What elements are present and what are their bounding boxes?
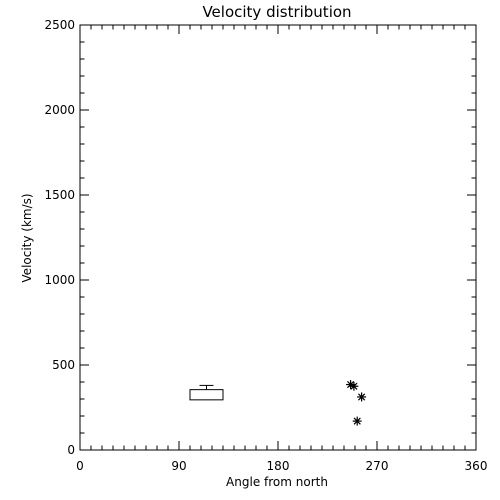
y-tick-label: 500 xyxy=(52,358,75,372)
y-axis-label: Velocity (km/s) xyxy=(20,193,34,282)
asterisk-point xyxy=(357,392,367,402)
y-tick-labels: 0 500 1000 1500 2000 2500 xyxy=(44,18,75,457)
asterisk-point xyxy=(352,416,362,426)
x-tick-label: 180 xyxy=(267,459,290,473)
axis-ticks xyxy=(79,24,477,451)
scatter-points xyxy=(346,380,367,426)
asterisk-stroke xyxy=(350,382,358,390)
asterisk-stroke xyxy=(357,393,366,401)
chart-title: Velocity distribution xyxy=(202,3,351,21)
x-axis-label: Angle from north xyxy=(226,475,328,489)
asterisk-point xyxy=(349,381,359,391)
x-tick-labels: 0 90 180 270 360 xyxy=(76,459,487,473)
x-tick-label: 360 xyxy=(465,459,488,473)
y-tick-label: 1000 xyxy=(44,273,75,287)
y-tick-label: 2500 xyxy=(44,18,75,32)
box-body xyxy=(189,389,224,401)
plot-frame xyxy=(79,24,477,451)
y-tick-label: 2000 xyxy=(44,103,75,117)
y-tick-label: 1500 xyxy=(44,188,75,202)
box-plot xyxy=(189,384,224,401)
x-tick-label: 90 xyxy=(171,459,186,473)
asterisk-stroke xyxy=(346,380,355,389)
x-tick-label: 270 xyxy=(366,459,389,473)
y-tick-label: 0 xyxy=(67,443,75,457)
asterisk-stroke xyxy=(353,417,361,425)
x-tick-label: 0 xyxy=(76,459,84,473)
